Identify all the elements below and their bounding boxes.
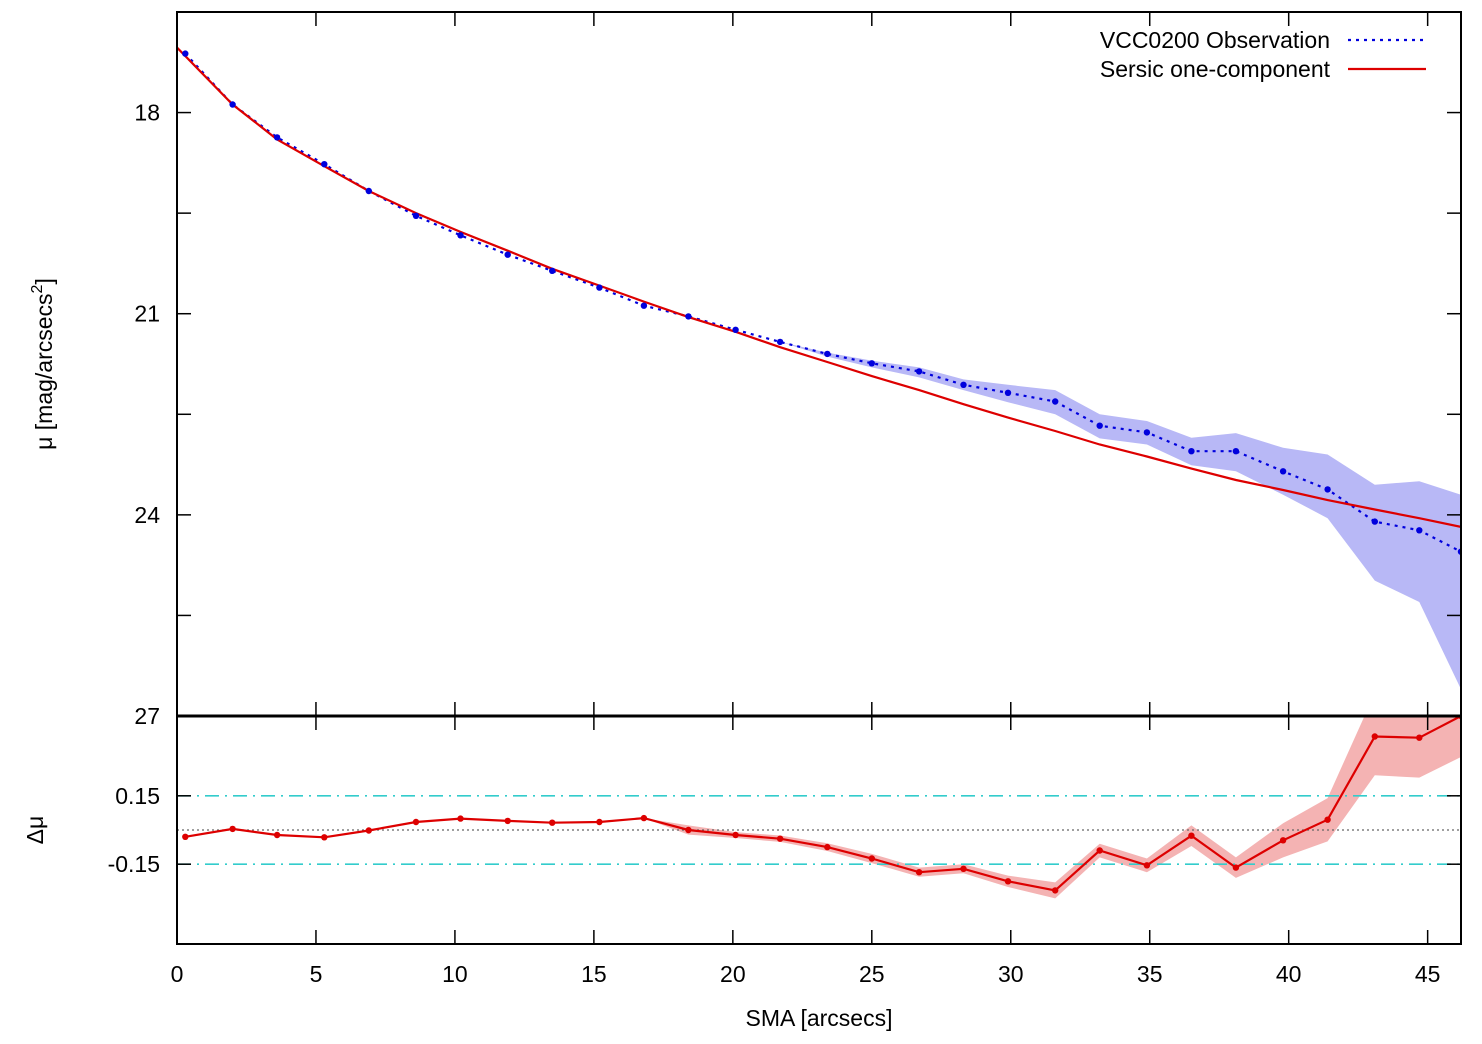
top-plot-frame: [176, 11, 1462, 717]
observation-points: [182, 50, 1461, 555]
observation-point: [776, 338, 784, 346]
observation-point: [321, 161, 328, 168]
legend: VCC0200 Observation Sersic one-component: [1100, 27, 1426, 82]
legend-label-observation: VCC0200 Observation: [1100, 27, 1330, 53]
residual-point: [1188, 832, 1195, 839]
observation-band: [185, 53, 1461, 690]
observation-point: [915, 368, 923, 375]
residual-point: [457, 815, 464, 822]
top-y-axis-title-sup: 2: [29, 284, 46, 293]
residual-point: [412, 818, 420, 826]
x-tick-label: 5: [310, 961, 323, 987]
residual-point: [596, 818, 603, 826]
residual-point: [915, 869, 923, 876]
observation-point: [640, 302, 648, 309]
residual-point: [504, 817, 511, 825]
y-tick-label: -0.15: [108, 851, 160, 877]
top-y-axis-title: μ [mag/arcsecs2]: [29, 278, 57, 450]
y-tick-label: 0.15: [115, 783, 160, 809]
residual-point: [1052, 887, 1059, 894]
observation-point: [273, 134, 281, 141]
top-panel: 18 21 24 27: [134, 12, 1461, 729]
observation-point: [960, 381, 967, 388]
residual-point: [321, 834, 328, 841]
residual-point: [1232, 864, 1240, 871]
residual-point: [1416, 734, 1423, 741]
residual-point: [640, 814, 648, 822]
residual-point: [732, 831, 739, 839]
observation-point: [685, 313, 692, 320]
observation-point: [824, 350, 831, 358]
residual-points: [182, 716, 1461, 894]
residual-point: [1143, 862, 1151, 869]
y-tick-label: 27: [134, 703, 160, 729]
residual-point: [1371, 733, 1379, 740]
top-y-ticks: 18 21 24 27: [134, 12, 1461, 729]
observation-point: [868, 360, 875, 367]
residual-point: [824, 843, 831, 851]
observation-point: [1052, 398, 1059, 405]
top-y-axis-title-end: ]: [31, 278, 57, 284]
observation-error-band: [185, 53, 1461, 690]
bottom-y-axis-title: Δμ: [22, 816, 48, 845]
observation-point: [1004, 389, 1012, 396]
residual-reference-lines: [177, 794, 1461, 866]
observation-point: [412, 212, 420, 219]
observation-point: [504, 251, 511, 258]
residual-point: [868, 855, 875, 862]
x-tick-label: 30: [998, 961, 1024, 987]
x-tick-label: 40: [1276, 961, 1302, 987]
residual-point: [365, 827, 372, 834]
residual-point: [1004, 878, 1012, 885]
bottom-panel: 0.15 -0.15 0 5 10 15 20 25 30 35 40 45: [108, 716, 1461, 987]
y-tick-label: 24: [134, 502, 160, 528]
y-tick-label: 18: [134, 100, 160, 126]
residual-point: [960, 865, 967, 872]
residual-point: [1324, 816, 1331, 823]
observation-point: [365, 187, 372, 195]
y-tick-label: 21: [134, 301, 160, 327]
residual-point: [1279, 837, 1287, 844]
bottom-ticks: 0.15 -0.15 0 5 10 15 20 25 30 35 40 45: [108, 716, 1461, 987]
observation-point: [457, 232, 464, 239]
observation-point: [1096, 422, 1103, 429]
observation-point: [182, 50, 189, 57]
observation-point: [1143, 429, 1151, 436]
observation-point: [229, 101, 236, 108]
residual-point: [685, 826, 692, 834]
observation-point: [1279, 468, 1287, 475]
observation-point: [1188, 448, 1195, 455]
observation-point: [1232, 448, 1240, 455]
x-tick-label: 45: [1415, 961, 1441, 987]
residual-point: [776, 835, 784, 842]
x-axis-title: SMA [arcsecs]: [746, 1005, 893, 1031]
x-tick-label: 15: [581, 961, 607, 987]
residual-point: [549, 819, 556, 826]
observation-point: [549, 267, 556, 274]
residual-point: [273, 831, 281, 839]
x-tick-label: 25: [859, 961, 885, 987]
top-series-lines: [177, 46, 1461, 553]
x-tick-label: 10: [442, 961, 468, 987]
legend-label-sersic: Sersic one-component: [1100, 56, 1331, 82]
observation-line: [184, 52, 1461, 553]
residual-point: [229, 825, 236, 833]
observation-point: [596, 284, 603, 291]
observation-point: [1416, 527, 1423, 534]
top-y-axis-title-main: μ [mag/arcsecs: [31, 293, 57, 449]
observation-point: [1371, 518, 1379, 525]
x-tick-label: 35: [1137, 961, 1163, 987]
residual-point: [1096, 847, 1103, 854]
residual-point: [182, 833, 189, 840]
x-tick-label: 20: [720, 961, 746, 987]
observation-point: [1324, 486, 1331, 493]
x-tick-label: 0: [171, 961, 184, 987]
observation-point: [732, 326, 739, 333]
sersic-line: [177, 46, 1461, 528]
